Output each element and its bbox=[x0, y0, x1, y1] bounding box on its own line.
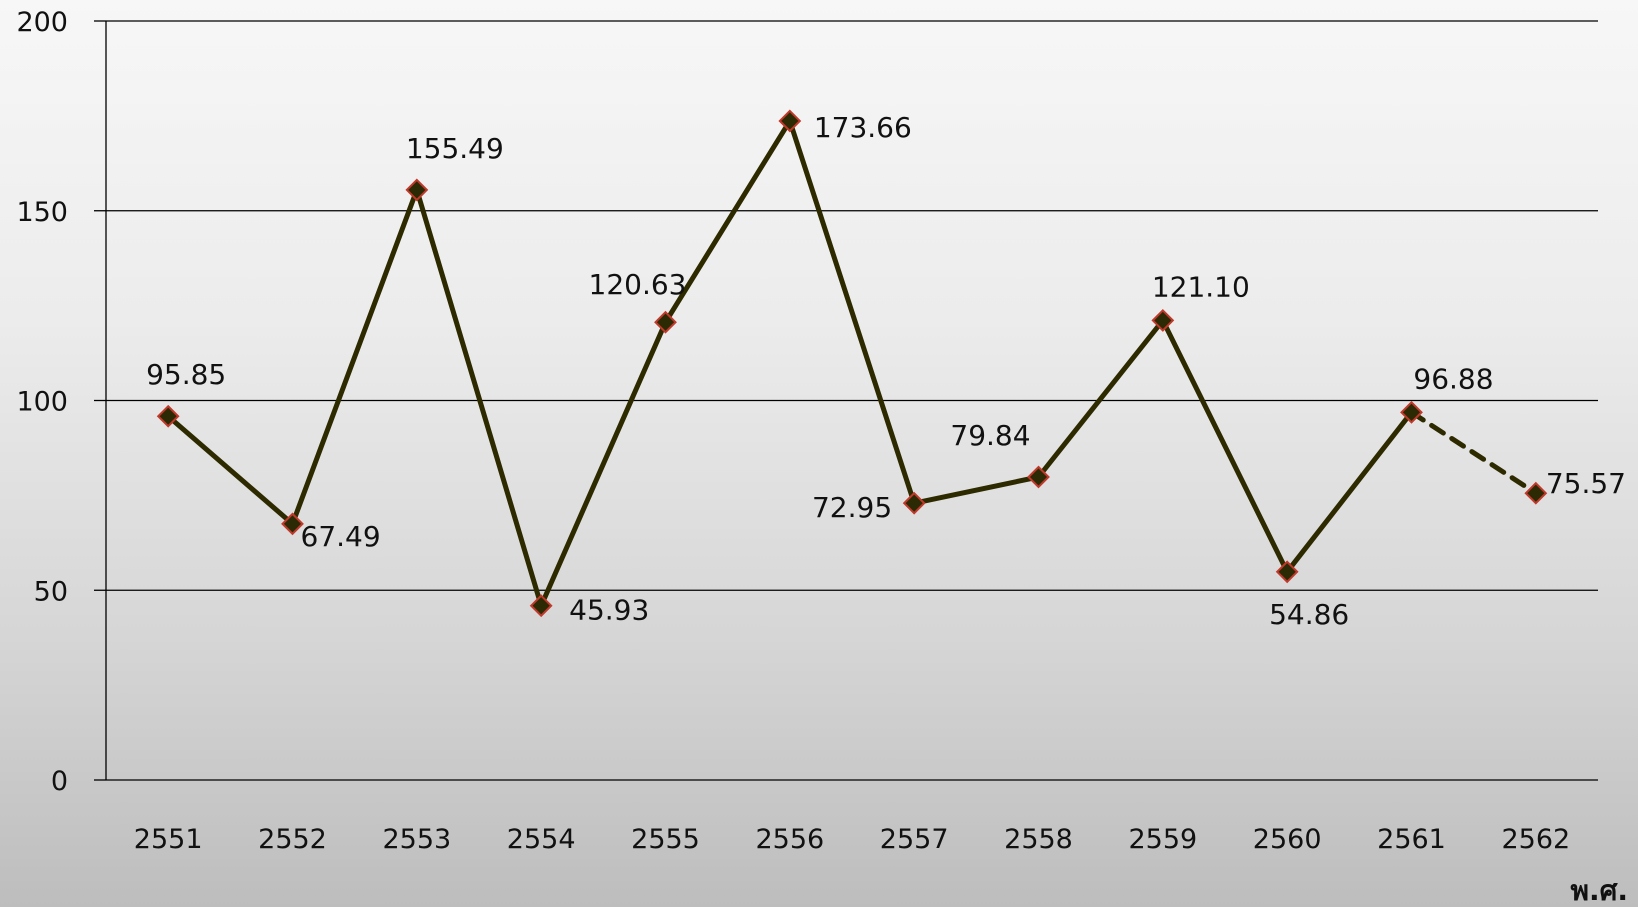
series-line-segment bbox=[538, 319, 668, 609]
x-axis-label: พ.ศ. bbox=[1570, 874, 1628, 907]
series-line-segment bbox=[290, 187, 420, 527]
x-tick-label: 2561 bbox=[1377, 824, 1446, 855]
data-label: 79.84 bbox=[950, 419, 1030, 452]
x-tick-label: 2553 bbox=[382, 824, 451, 855]
data-label: 75.57 bbox=[1546, 467, 1626, 500]
x-tick-label: 2560 bbox=[1253, 824, 1322, 855]
series-line-segment bbox=[1284, 409, 1414, 575]
y-tick-label: 100 bbox=[16, 387, 68, 418]
x-tick-label: 2558 bbox=[1004, 824, 1073, 855]
y-tick-labels: 0 50 100 150 200 bbox=[16, 7, 68, 797]
data-label: 54.86 bbox=[1269, 598, 1349, 631]
x-tick-label: 2554 bbox=[507, 824, 576, 855]
data-point-marker bbox=[1400, 400, 1423, 424]
series-line bbox=[165, 118, 1539, 609]
x-tick-label: 2559 bbox=[1128, 824, 1197, 855]
data-label: 72.95 bbox=[812, 491, 892, 524]
x-tick-label: 2552 bbox=[258, 824, 327, 855]
series-line-segment bbox=[1036, 317, 1166, 480]
data-label: 173.66 bbox=[814, 111, 912, 144]
x-tick-label: 2562 bbox=[1501, 824, 1570, 855]
data-label: 120.63 bbox=[589, 268, 687, 301]
series-line-segment-dashed bbox=[1409, 409, 1539, 496]
data-label: 155.49 bbox=[406, 132, 504, 165]
y-tick-label: 0 bbox=[51, 766, 68, 797]
data-point-marker bbox=[156, 404, 180, 428]
series-line-segment bbox=[787, 118, 917, 506]
data-point-marker bbox=[405, 178, 429, 202]
data-point-marker bbox=[1275, 560, 1299, 584]
series-line-segment bbox=[663, 118, 793, 325]
axes bbox=[94, 20, 1598, 781]
data-point-marker bbox=[902, 491, 926, 515]
y-tick-label: 150 bbox=[16, 197, 68, 228]
data-point-marker bbox=[281, 512, 304, 536]
data-point-marker bbox=[1151, 309, 1175, 332]
data-point-marker bbox=[1027, 465, 1050, 489]
y-tick-label: 50 bbox=[34, 576, 68, 607]
x-tick-label: 2555 bbox=[631, 824, 700, 855]
series-line-segment bbox=[911, 474, 1041, 506]
y-tick-label: 200 bbox=[16, 7, 68, 38]
data-label: 45.93 bbox=[569, 594, 649, 627]
x-tick-labels: 2551 2552 2553 2554 2555 2556 2557 2558 2559 2560… bbox=[134, 824, 1570, 855]
series-line-segment bbox=[165, 413, 295, 527]
data-point-marker bbox=[1524, 481, 1548, 505]
series-line-segment bbox=[1160, 317, 1290, 575]
data-point-marker bbox=[654, 310, 677, 334]
data-point-marker bbox=[529, 594, 553, 618]
data-labels: 95.85 67.49 155.49 45.93 120.63 173.66 72.95 79… bbox=[146, 111, 1626, 631]
data-label: 96.88 bbox=[1413, 362, 1493, 395]
gridlines bbox=[106, 20, 1598, 591]
data-point-marker bbox=[778, 109, 802, 133]
x-tick-label: 2551 bbox=[134, 824, 203, 855]
x-tick-label: 2556 bbox=[755, 824, 824, 855]
data-label: 95.85 bbox=[146, 358, 226, 391]
x-tick-label: 2557 bbox=[880, 824, 949, 855]
data-label: 67.49 bbox=[301, 520, 381, 553]
series-line-segment bbox=[414, 187, 544, 609]
series-markers bbox=[156, 109, 1548, 618]
data-label: 121.10 bbox=[1152, 270, 1250, 303]
